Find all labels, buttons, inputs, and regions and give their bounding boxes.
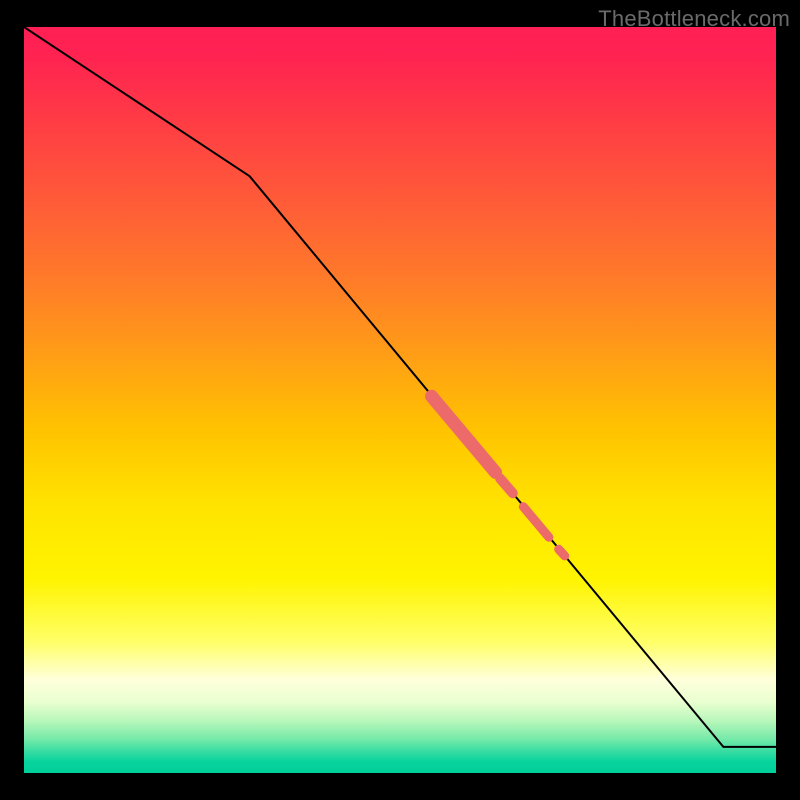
plot-background [24,27,776,773]
plot-area [24,27,776,773]
highlight-segment [559,549,565,556]
watermark-text: TheBottleneck.com [598,6,790,32]
chart-stage: TheBottleneck.com [0,0,800,800]
plot-svg [24,27,776,773]
